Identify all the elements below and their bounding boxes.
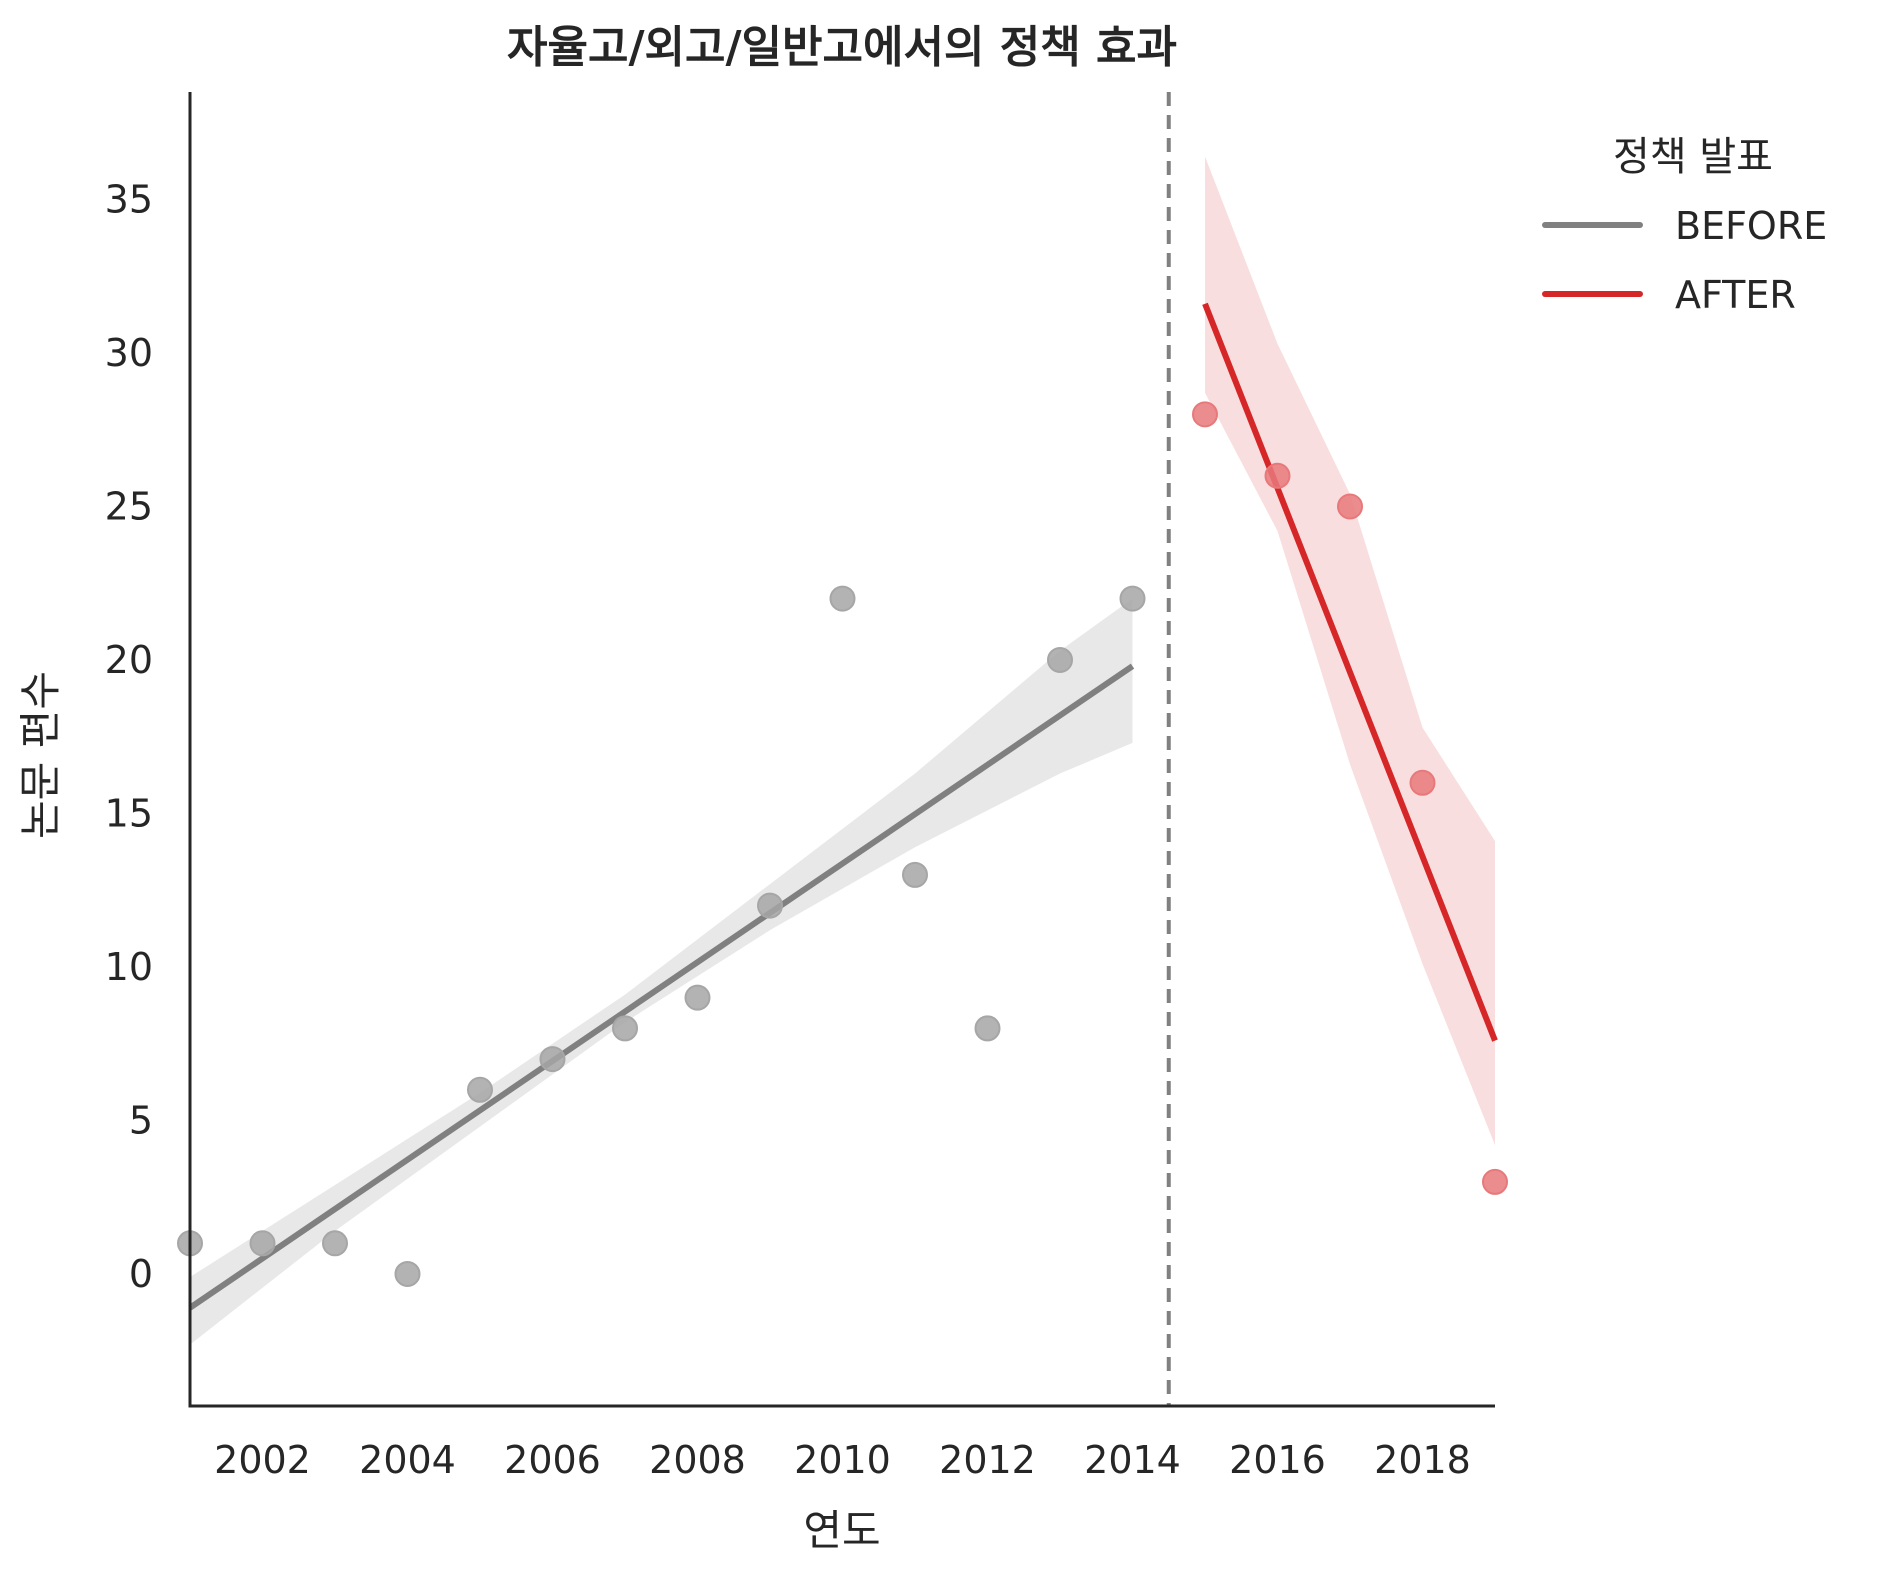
data-point-before bbox=[612, 1015, 638, 1042]
data-points bbox=[177, 401, 1508, 1287]
y-tick-label: 30 bbox=[105, 331, 153, 375]
y-tick-label: 15 bbox=[105, 791, 153, 835]
data-point-before bbox=[467, 1076, 493, 1103]
x-axis-label: 연도 bbox=[803, 1506, 880, 1555]
data-point-before bbox=[249, 1230, 276, 1257]
x-tick-label: 2010 bbox=[794, 1438, 891, 1482]
regression-lines bbox=[188, 302, 1498, 1311]
x-tick-label: 2018 bbox=[1374, 1438, 1471, 1482]
y-axis-label: 논문 편수 bbox=[16, 671, 65, 839]
data-point-after bbox=[1409, 769, 1436, 796]
x-tick-label: 2006 bbox=[504, 1438, 601, 1482]
data-point-before bbox=[539, 1046, 566, 1073]
x-tick-label: 2004 bbox=[359, 1438, 456, 1482]
data-point-before bbox=[394, 1260, 421, 1287]
x-tick-label: 2014 bbox=[1084, 1438, 1181, 1482]
fit-line-after bbox=[1202, 302, 1498, 1042]
legend: 정책 발표 BEFORE AFTER bbox=[1542, 134, 1827, 317]
data-point-before bbox=[902, 861, 928, 888]
chart-title: 자율고/외고/일반고에서의 정책 효과 bbox=[507, 22, 1177, 73]
y-tick-label: 20 bbox=[105, 638, 153, 682]
x-tick-label: 2002 bbox=[214, 1438, 311, 1482]
data-point-before bbox=[974, 1015, 1001, 1042]
x-tick-labels: 2002 2004 2006 2008 2010 2012 2014 2016 2018 bbox=[214, 1438, 1471, 1482]
legend-label-before: BEFORE bbox=[1675, 204, 1827, 248]
confidence-band-after bbox=[1205, 156, 1495, 1146]
confidence-bands bbox=[190, 156, 1495, 1345]
y-tick-label: 35 bbox=[105, 177, 153, 221]
y-tick-label: 10 bbox=[105, 945, 153, 989]
data-point-after bbox=[1337, 493, 1363, 520]
data-point-before bbox=[1119, 585, 1146, 612]
data-point-before bbox=[684, 984, 711, 1011]
data-point-before bbox=[757, 892, 783, 919]
legend-label-after: AFTER bbox=[1675, 273, 1796, 317]
data-point-before bbox=[1047, 646, 1073, 673]
y-tick-label: 0 bbox=[129, 1252, 153, 1296]
data-point-after bbox=[1192, 401, 1218, 428]
data-point-after bbox=[1264, 462, 1291, 489]
confidence-band-before bbox=[190, 598, 1133, 1345]
data-point-before bbox=[322, 1230, 348, 1257]
x-tick-label: 2012 bbox=[939, 1438, 1036, 1482]
legend-title: 정책 발표 bbox=[1613, 134, 1773, 180]
axes bbox=[188, 92, 1495, 1408]
fit-line-before bbox=[188, 663, 1135, 1311]
y-tick-label: 5 bbox=[129, 1098, 153, 1142]
data-point-before bbox=[829, 585, 856, 612]
x-tick-label: 2016 bbox=[1229, 1438, 1326, 1482]
x-tick-label: 2008 bbox=[649, 1438, 746, 1482]
data-point-after bbox=[1482, 1168, 1508, 1195]
y-tick-label: 25 bbox=[105, 484, 153, 528]
y-tick-labels: 0 5 10 15 20 25 30 35 bbox=[105, 177, 153, 1296]
